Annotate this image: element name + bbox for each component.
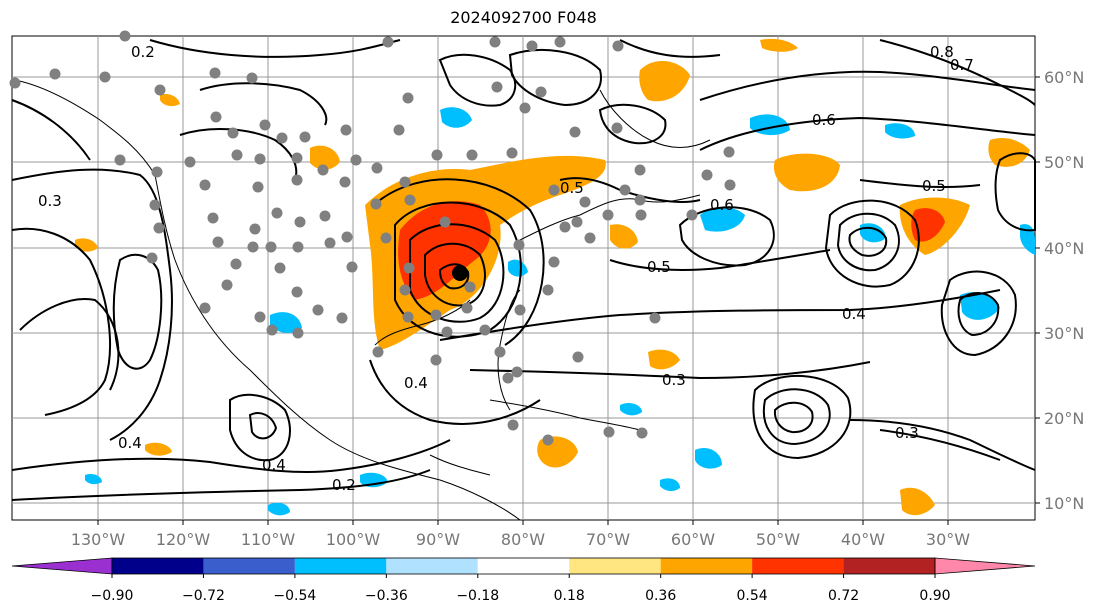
colorbar-tick-label: 0.54 xyxy=(737,588,768,604)
contour-label: 0.4 xyxy=(842,305,866,323)
lon-tick-label: 50°W xyxy=(756,530,800,549)
contour-label: 0.5 xyxy=(647,258,671,276)
colorbar-tick-labels: −0.90 −0.72 −0.54 −0.36 −0.18 0.18 0.36 0.54 0.7… xyxy=(91,574,951,604)
contour-label: 0.6 xyxy=(710,196,734,214)
contour-label: 0.5 xyxy=(560,179,584,197)
map-panel: 0.2 0.3 0.4 0.5 0.6 0.7 0.8 0.3 0.4 0.5 … xyxy=(9,30,1036,521)
colorbar-segment xyxy=(386,558,478,574)
lat-tick-label: 60°N xyxy=(1044,68,1084,87)
contour-lines xyxy=(11,39,1036,501)
colorbar-tick-label: −0.18 xyxy=(456,588,499,604)
colorbar-segment xyxy=(843,558,935,574)
lat-tick-label: 40°N xyxy=(1044,239,1084,258)
contour-label: 0.7 xyxy=(950,56,974,74)
lon-tick-label: 90°W xyxy=(416,530,460,549)
colorbar-segment xyxy=(660,558,753,574)
lon-tick-label: 130°W xyxy=(71,530,126,549)
lon-tick-label: 100°W xyxy=(326,530,381,549)
colorbar-segment xyxy=(294,558,387,574)
colorbar-outline xyxy=(111,557,936,575)
contour-labels: 0.2 0.3 0.4 0.5 0.6 0.7 0.8 0.3 0.4 0.5 … xyxy=(38,43,974,494)
colorbar-tick-label: 0.72 xyxy=(828,588,859,604)
colorbar-segment xyxy=(752,558,844,574)
lat-tick-label: 10°N xyxy=(1044,494,1084,513)
colorbar-extend-low xyxy=(11,557,113,575)
contour-label: 0.2 xyxy=(131,43,155,61)
lat-tick-label: 30°N xyxy=(1044,324,1084,343)
contour-label: 0.6 xyxy=(812,111,836,129)
colorbar-tick-label: −0.54 xyxy=(273,588,316,604)
colorbar-segment xyxy=(203,558,295,574)
colorbar-segment xyxy=(477,558,570,574)
colorbar-segment xyxy=(112,558,204,574)
contour-label: 0.3 xyxy=(662,371,686,389)
colorbar-extend-high xyxy=(934,557,1036,575)
contour-label: 0.4 xyxy=(262,456,286,474)
lon-tick-label: 60°W xyxy=(671,530,715,549)
negative-anomaly-shading xyxy=(85,107,1035,516)
contour-label: 0.3 xyxy=(895,424,919,442)
map-title: 2024092700 F048 xyxy=(450,8,597,27)
colorbar-tick-label: 0.90 xyxy=(919,588,950,604)
longitude-tick-labels: 130°W 120°W 110°W 100°W 90°W 80°W 70°W 60°W 50°W… xyxy=(71,520,970,549)
station-dots xyxy=(9,30,736,446)
lon-tick-label: 70°W xyxy=(586,530,630,549)
lat-tick-label: 20°N xyxy=(1044,409,1084,428)
contour-label: 0.8 xyxy=(930,43,954,61)
contour-label: 0.4 xyxy=(118,434,142,452)
gridlines xyxy=(12,36,1035,520)
lon-tick-label: 30°W xyxy=(926,530,970,549)
colorbar xyxy=(11,557,1036,575)
latitude-tick-labels: 60°N 50°N 40°N 30°N 20°N 10°N xyxy=(1035,68,1084,513)
colorbar-tick-label: −0.36 xyxy=(365,588,408,604)
lat-tick-label: 50°N xyxy=(1044,153,1084,172)
lon-tick-label: 110°W xyxy=(241,530,296,549)
colorbar-tick-label: −0.72 xyxy=(182,588,225,604)
lon-tick-label: 80°W xyxy=(501,530,545,549)
colorbar-tick-label: 0.18 xyxy=(554,588,585,604)
colorbar-tick-label: 0.36 xyxy=(645,588,676,604)
contour-label: 0.2 xyxy=(332,476,356,494)
colorbar-segment xyxy=(569,558,661,574)
colorbar-tick-label: −0.90 xyxy=(91,588,134,604)
lon-tick-label: 40°W xyxy=(841,530,885,549)
contour-label: 0.3 xyxy=(38,192,62,210)
storm-center-marker xyxy=(452,265,468,281)
contour-label: 0.5 xyxy=(922,177,946,195)
contour-label: 0.4 xyxy=(404,374,428,392)
lon-tick-label: 120°W xyxy=(156,530,211,549)
